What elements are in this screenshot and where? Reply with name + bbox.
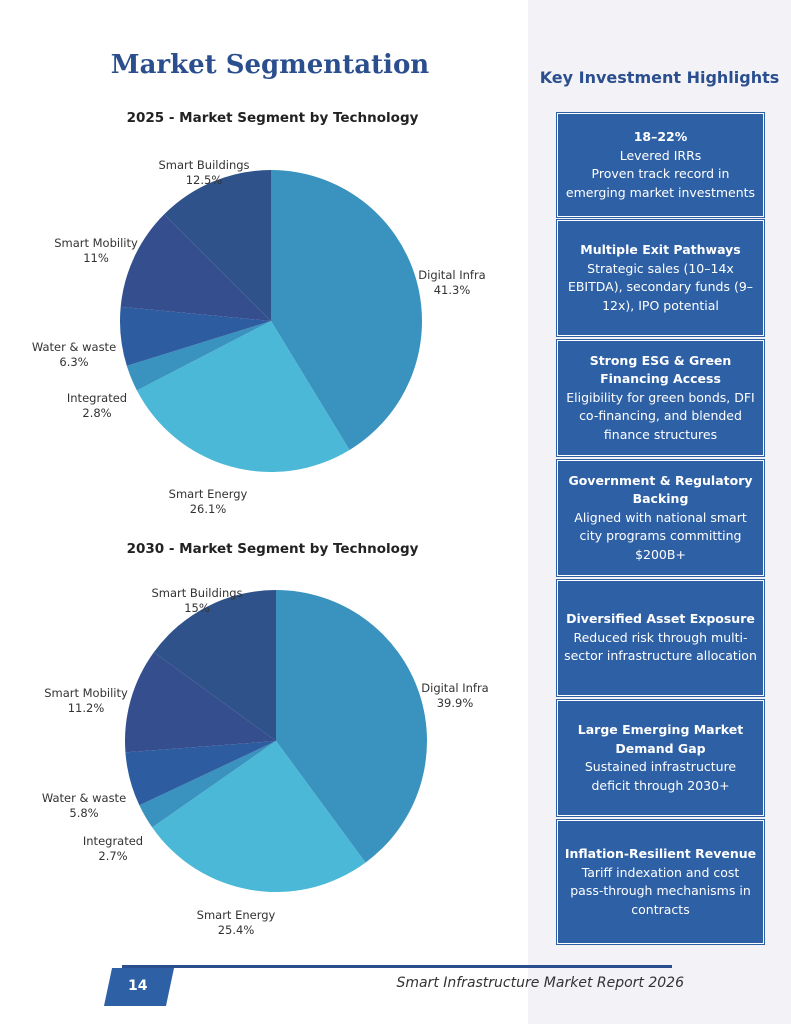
data-label: Water & waste 5.8% [19, 791, 149, 821]
data-label: Smart Buildings 15% [132, 586, 262, 616]
highlight-card: Inflation-Resilient Revenue Tariff indexa… [556, 819, 765, 945]
data-label-category: Smart Mobility [54, 236, 138, 250]
data-label-value: 11% [83, 251, 109, 265]
data-label-category: Integrated [82, 834, 144, 848]
data-label-value: 12.5% [185, 173, 223, 187]
data-label-category: Water & waste [41, 791, 127, 805]
highlight-text: Eligibility for green bonds, DFI co-fina… [566, 389, 755, 442]
data-label-category: Smart Buildings [151, 586, 243, 600]
pie-slice-smart-energy [136, 321, 350, 472]
data-label-value: 25.4% [217, 923, 255, 937]
pie-chart-2030 [125, 590, 428, 892]
pie-slice-water-waste [125, 741, 276, 806]
highlights-title: Key Investment Highlights [539, 68, 780, 87]
data-label-category: Digital Infra [418, 268, 486, 282]
data-label: Smart Energy 26.1% [143, 487, 273, 517]
data-label: Digital Infra 39.9% [390, 681, 520, 711]
highlight-heading: Inflation-Resilient Revenue [564, 846, 757, 861]
highlight-heading: Large Emerging Market Demand Gap [577, 722, 744, 756]
pie-slice-smart-energy [152, 741, 366, 892]
data-label-value: 11.2% [67, 701, 105, 715]
pie-slice-integrated [126, 321, 271, 391]
highlight-text: Sustained infrastructure deficit through… [584, 759, 737, 793]
data-label-value: 41.3% [433, 283, 471, 297]
data-label: Integrated 2.7% [48, 834, 178, 864]
pie-slice-smart-buildings [153, 590, 276, 741]
highlight-heading: Strong ESG & Green Financing Access [589, 352, 732, 387]
pie-slice-water-waste [120, 306, 271, 366]
highlight-card: Government & Regulatory Backing Aligned w… [556, 459, 765, 577]
footer-rule [122, 965, 672, 968]
pie-slice-smart-mobility [120, 214, 272, 321]
highlight-heading: Government & Regulatory Backing [568, 472, 753, 507]
page-number: 14 [128, 978, 148, 994]
data-label-value: 26.1% [189, 502, 227, 516]
highlight-card: 18–22% Levered IRRs Proven track record i… [556, 112, 765, 218]
data-label-value: 39.9% [436, 696, 474, 710]
highlight-heading: Multiple Exit Pathways [580, 242, 741, 257]
footer-report-title: Smart Infrastructure Market Report 2026 [396, 975, 684, 991]
data-label: Water & waste 6.3% [9, 340, 139, 370]
pie-chart-2025 [120, 170, 422, 472]
data-label-value: 2.7% [98, 849, 128, 863]
data-label-category: Water & waste [31, 340, 117, 354]
data-label-category: Digital Infra [421, 681, 489, 695]
data-label: Smart Buildings 12.5% [139, 158, 269, 188]
highlight-card: Diversified Asset Exposure Reduced risk t… [556, 579, 765, 697]
data-label-value: 6.3% [59, 355, 89, 369]
highlight-heading: 18–22% [633, 129, 688, 144]
pie-slice-smart-buildings [164, 170, 271, 321]
data-label-category: Smart Energy [196, 908, 276, 922]
highlight-text: Tariff indexation and cost pass-through … [570, 864, 751, 917]
data-label-category: Smart Mobility [44, 686, 128, 700]
data-label: Smart Mobility 11.2% [21, 686, 151, 716]
chart-title-2030: 2030 - Market Segment by Technology [126, 541, 419, 557]
highlight-heading: Diversified Asset Exposure [566, 611, 755, 627]
data-label-category: Smart Energy [168, 487, 248, 501]
highlight-text: Reduced risk through multi-sector infras… [564, 629, 757, 664]
data-label-value: 5.8% [69, 806, 99, 820]
data-label-value: 15% [184, 601, 210, 615]
highlight-card: Multiple Exit Pathways Strategic sales (1… [556, 219, 765, 337]
pie-slice-digital-infra [276, 590, 428, 863]
chart-title-2025: 2025 - Market Segment by Technology [126, 110, 419, 126]
highlight-text: Aligned with national smart city program… [574, 509, 747, 562]
highlight-card: Strong ESG & Green Financing Access Eligi… [556, 339, 765, 457]
pie-slice-integrated [139, 741, 276, 828]
page-title: Market Segmentation [110, 50, 430, 80]
data-label-category: Smart Buildings [158, 158, 250, 172]
data-label: Integrated 2.8% [32, 391, 162, 421]
pie-slice-digital-infra [271, 170, 422, 450]
data-label: Smart Energy 25.4% [171, 908, 301, 938]
data-label: Smart Mobility 11% [31, 236, 161, 266]
pie-slice-smart-mobility [125, 652, 276, 753]
highlight-text: Strategic sales (10–14x EBITDA), seconda… [567, 260, 754, 313]
data-label-category: Integrated [66, 391, 128, 405]
data-label: Digital Infra 41.3% [387, 268, 517, 298]
highlight-card: Large Emerging Market Demand Gap Sustaine… [556, 699, 765, 817]
data-label-value: 2.8% [82, 406, 112, 420]
highlight-text: Levered IRRs Proven track record in emer… [565, 147, 756, 200]
